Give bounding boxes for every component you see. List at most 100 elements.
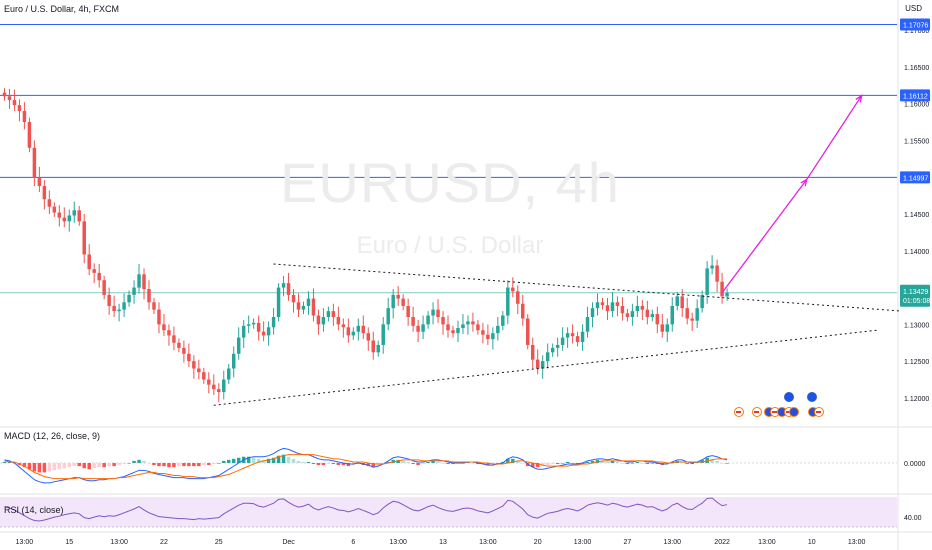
- rsi-pane: [0, 497, 897, 528]
- us-flag-icon[interactable]: [734, 407, 744, 417]
- level-price-label: 1.16112: [903, 93, 928, 100]
- candle-body: [157, 309, 161, 325]
- event-dot-icon[interactable]: [784, 392, 794, 402]
- candle-body: [530, 344, 535, 360]
- macd-histogram-bar: [261, 459, 266, 463]
- time-tick-label: 20: [534, 539, 542, 546]
- candle-body: [501, 315, 505, 326]
- macd-histogram-bar: [441, 463, 445, 464]
- macd-histogram-bar: [396, 459, 400, 463]
- candle-body: [107, 294, 111, 306]
- candle-body: [2, 92, 7, 97]
- macd-histogram-bar: [610, 460, 615, 463]
- macd-histogram-bar: [157, 463, 161, 467]
- macd-histogram-bar: [605, 461, 610, 463]
- macd-histogram-bar: [451, 463, 455, 465]
- chart-title[interactable]: Euro / U.S. Dollar, 4h, FXCM: [4, 4, 120, 14]
- macd-histogram-bar: [471, 463, 475, 464]
- time-tick-label: 27: [624, 539, 632, 546]
- macd-histogram-bar: [635, 461, 640, 463]
- macd-histogram-bar: [266, 458, 271, 463]
- event-dot-icon[interactable]: [807, 392, 817, 402]
- time-tick-label: 13:00: [389, 539, 407, 546]
- candle-body: [62, 217, 67, 222]
- candle-body: [516, 291, 520, 304]
- horizontal-levels[interactable]: [0, 23, 897, 294]
- candle-body: [147, 289, 151, 303]
- candle-body: [725, 292, 729, 297]
- candle-body: [311, 298, 316, 316]
- us-flag-icon[interactable]: [752, 407, 762, 417]
- candle-body: [540, 361, 545, 369]
- time-axis[interactable]: 13:00 15 13:00 22 25 Dec 6 13:00 13 13:00 20 13:00 2…: [16, 539, 866, 546]
- candle-body: [680, 296, 684, 309]
- candle-body: [436, 309, 440, 317]
- macd-histogram-bar: [87, 463, 91, 470]
- macd-histogram-bar: [291, 458, 296, 463]
- macd-histogram-bar: [142, 460, 146, 463]
- macd-histogram-bar: [565, 461, 570, 463]
- candle-body: [127, 294, 131, 303]
- macd-histogram-bar: [226, 459, 231, 463]
- macd-histogram-bar: [107, 463, 111, 467]
- macd-histogram-bar: [92, 463, 96, 469]
- price-axis[interactable]: 1.120001.125001.130001.135001.140001.145…: [900, 18, 930, 522]
- candle-body: [102, 280, 106, 295]
- macd-histogram-bar: [52, 463, 57, 471]
- candle-body: [371, 340, 376, 353]
- candle-body: [416, 325, 420, 332]
- macd-histogram-bar: [97, 463, 101, 468]
- macd-histogram-bar: [371, 463, 376, 468]
- macd-histogram-bar: [640, 463, 645, 464]
- macd-histogram-bar: [356, 463, 361, 465]
- watermark-symbol: EURUSD, 4h: [280, 151, 620, 214]
- candle-body: [695, 308, 699, 321]
- candle-body: [665, 324, 670, 332]
- candle-body: [197, 368, 201, 373]
- macd-histogram-bar: [685, 463, 689, 465]
- candle-body: [177, 342, 181, 348]
- macd-histogram-bar: [331, 463, 336, 465]
- candle-body: [42, 186, 47, 200]
- macd-histogram-bar: [540, 463, 545, 467]
- macd-histogram-bar: [286, 456, 291, 463]
- macd-histogram-bar: [271, 457, 276, 463]
- us-flag-icon[interactable]: [814, 407, 824, 417]
- candle-body: [585, 317, 590, 332]
- candle-body: [207, 379, 211, 385]
- candle-body: [710, 265, 714, 269]
- candle-body: [137, 274, 141, 288]
- candle-body: [251, 322, 256, 325]
- candles: [2, 88, 729, 403]
- candle-body: [117, 309, 121, 312]
- candle-body: [456, 328, 460, 334]
- macd-histogram-bar: [72, 463, 77, 467]
- macd-legend[interactable]: MACD (12, 26, close, 9): [4, 431, 101, 441]
- time-tick-label: 2022: [714, 539, 730, 546]
- time-tick-label: 22: [160, 539, 168, 546]
- candle-body: [82, 221, 86, 255]
- macd-histogram-bar: [341, 463, 346, 466]
- macd-histogram-bar: [600, 460, 605, 463]
- price-tick-label: 1.12500: [904, 359, 929, 366]
- rsi-legend[interactable]: RSI (14, close): [4, 505, 64, 515]
- time-tick-label: 13: [439, 539, 447, 546]
- candle-body: [705, 268, 709, 295]
- candle-body: [52, 206, 57, 213]
- macd-histogram-bar: [630, 463, 635, 464]
- candle-body: [635, 305, 640, 312]
- candle-body: [132, 287, 136, 295]
- time-tick-label: 13:00: [574, 539, 592, 546]
- macd-histogram-bar: [42, 463, 47, 473]
- drawings[interactable]: [213, 94, 902, 406]
- candle-body: [441, 317, 445, 325]
- macd-histogram-bar: [2, 461, 7, 463]
- candle-body: [356, 325, 361, 332]
- macd-histogram-bar: [177, 463, 181, 467]
- eu-flag-icon[interactable]: [789, 407, 799, 417]
- price-tick-label: 1.15500: [904, 138, 929, 145]
- macd-histogram-bar: [192, 463, 196, 467]
- rsi-band: [0, 497, 897, 527]
- candle-body: [590, 308, 595, 317]
